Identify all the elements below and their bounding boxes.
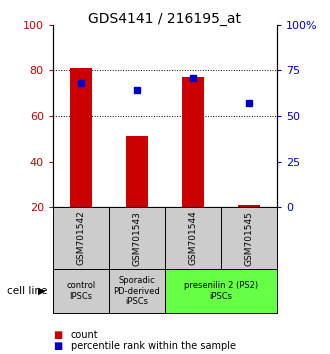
Text: control
IPSCs: control IPSCs — [66, 281, 95, 301]
Bar — [182, 77, 204, 207]
Bar — [165, 269, 277, 313]
Text: GSM701542: GSM701542 — [76, 211, 85, 266]
Text: ■: ■ — [53, 330, 62, 339]
Bar — [53, 269, 109, 313]
Text: presenilin 2 (PS2)
iPSCs: presenilin 2 (PS2) iPSCs — [184, 281, 258, 301]
Bar — [70, 68, 92, 207]
Text: GSM701544: GSM701544 — [188, 211, 198, 266]
Text: percentile rank within the sample: percentile rank within the sample — [71, 341, 236, 351]
Bar — [221, 207, 277, 269]
Text: ■: ■ — [53, 341, 62, 351]
Bar — [126, 136, 148, 207]
Text: GDS4141 / 216195_at: GDS4141 / 216195_at — [88, 12, 242, 27]
Bar — [109, 207, 165, 269]
Text: Sporadic
PD-derived
iPSCs: Sporadic PD-derived iPSCs — [114, 276, 160, 306]
Bar — [109, 269, 165, 313]
Bar — [53, 207, 109, 269]
Text: GSM701543: GSM701543 — [132, 211, 142, 266]
Text: GSM701545: GSM701545 — [245, 211, 254, 266]
Bar — [238, 205, 260, 207]
Text: cell line: cell line — [7, 286, 47, 296]
Text: count: count — [71, 330, 99, 339]
Text: ▶: ▶ — [38, 286, 46, 296]
Bar — [165, 207, 221, 269]
